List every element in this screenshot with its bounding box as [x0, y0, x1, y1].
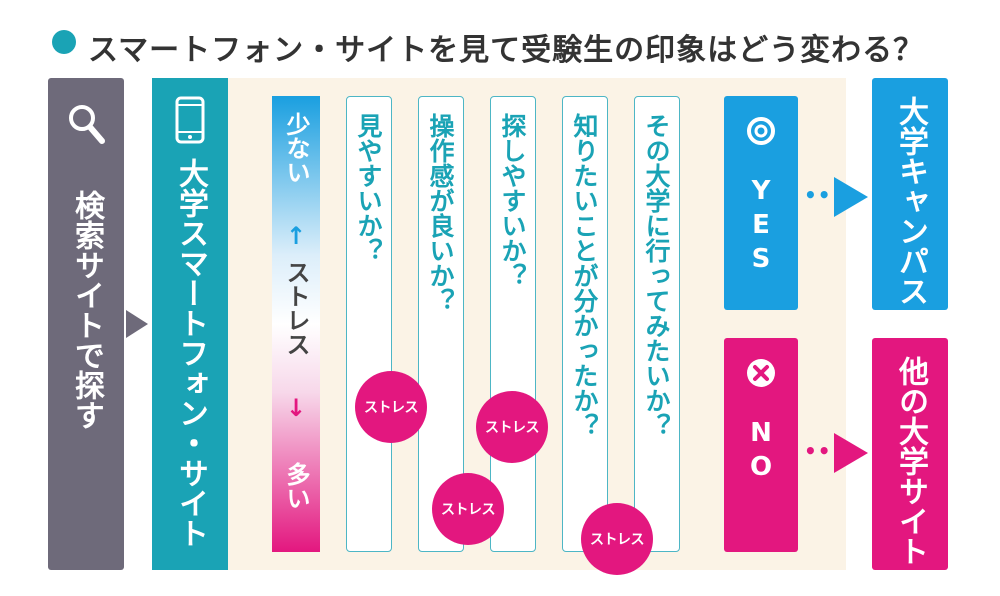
destination-other-site: 他の大学サイトへ [872, 338, 948, 596]
no-box: NO [724, 338, 798, 552]
question-text: 知りたいことが分かったか？ [570, 113, 599, 438]
stress-scale-top: 少ない [282, 112, 310, 184]
arrow-down-icon: ↓ [285, 394, 307, 422]
arrow-no-icon [834, 433, 868, 473]
smartphone-site-column: 大学スマートフォン・サイト [152, 78, 228, 570]
smartphone-site-label: 大学スマートフォン・サイト [173, 158, 208, 548]
search-site-label: 検索サイトで探す [69, 190, 104, 430]
question-text: 操作感が良いか？ [426, 113, 455, 313]
page-title: スマートフォン・サイトを見て受験生の印象はどう変わる？ [88, 33, 925, 68]
arrow-yes-icon [834, 177, 868, 217]
smartphone-icon [175, 96, 205, 144]
stress-scale-middle: ストレス [282, 260, 310, 356]
question-box: 操作感が良いか？ [418, 96, 464, 552]
stress-badge: ストレス [581, 503, 653, 575]
cross-icon [747, 359, 775, 387]
circle-icon [747, 117, 775, 145]
question-box: 探しやすいか？ [490, 96, 536, 552]
stress-badge: ストレス [476, 391, 548, 463]
yes-box: YES [724, 96, 798, 310]
question-box: 見やすいか？ [346, 96, 392, 552]
question-box: 知りたいことが分かったか？ [562, 96, 608, 552]
magnifier-icon [69, 105, 105, 144]
question-box: その大学に行ってみたいか？ [634, 96, 680, 552]
search-site-column: 検索サイトで探す [48, 78, 124, 570]
destination-campus-label: 大学キャンパスへ [893, 96, 928, 336]
question-text: 見やすいか？ [354, 113, 383, 263]
title-bullet [52, 30, 76, 54]
question-text: その大学に行ってみたいか？ [642, 113, 671, 438]
arrow-search-to-smartphone [126, 310, 148, 338]
arrow-up-icon: ↑ [285, 222, 307, 250]
question-text: 探しやすいか？ [498, 113, 527, 288]
destination-other-site-label: 他の大学サイトへ [893, 356, 928, 596]
stress-badge: ストレス [432, 473, 504, 545]
stress-scale-bottom: 多い [282, 462, 310, 510]
destination-campus: 大学キャンパスへ [872, 78, 948, 336]
no-label: NO [746, 418, 776, 486]
stress-scale-bar: 少ない ↑ ストレス ↓ 多い [272, 96, 320, 552]
yes-label: YES [746, 176, 776, 278]
stress-badge: ストレス [355, 371, 427, 443]
